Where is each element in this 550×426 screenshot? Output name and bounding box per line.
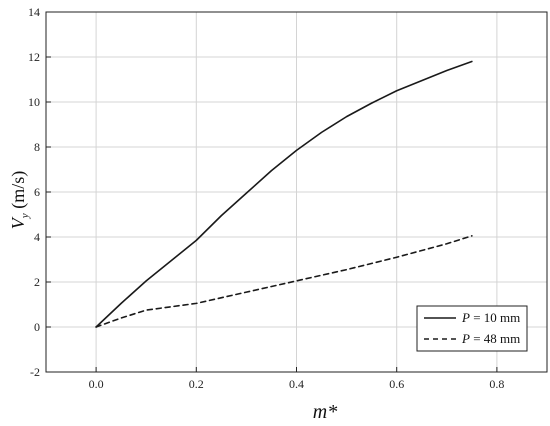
y-tick-label: 12 xyxy=(28,50,40,64)
y-tick-label: -2 xyxy=(30,365,40,379)
y-axis-label-unit: (m/s) xyxy=(8,171,29,214)
x-tick-label: 0.4 xyxy=(289,377,304,391)
y-tick-label: 6 xyxy=(34,185,40,199)
legend-entry-p48: P = 48 mm xyxy=(461,331,520,346)
y-axis-label-subscript: y xyxy=(19,213,31,219)
y-axis-label-var: V xyxy=(8,216,28,229)
x-tick-label: 0.0 xyxy=(89,377,104,391)
series-line-1 xyxy=(95,235,473,328)
axis-ticks: 0.0 0.2 0.4 0.6 0.8 -2 0 2 4 6 8 10 12 14 xyxy=(28,5,504,391)
y-tick-label: 0 xyxy=(34,320,40,334)
legend-entry-p10: P = 10 mm xyxy=(461,310,520,325)
x-tick-label: 0.2 xyxy=(189,377,204,391)
legend: P = 10 mm P = 48 mm xyxy=(416,305,528,352)
x-tick-label: 0.8 xyxy=(489,377,504,391)
y-tick-label: 4 xyxy=(34,230,40,244)
y-axis-label: Vy (m/s) xyxy=(8,171,31,229)
x-axis-label: m* xyxy=(313,401,337,423)
y-tick-label: 10 xyxy=(28,95,40,109)
y-tick-label: 14 xyxy=(28,5,40,19)
legend-box xyxy=(416,305,528,352)
x-tick-label: 0.6 xyxy=(389,377,404,391)
series-line-0 xyxy=(95,60,473,328)
series-lines xyxy=(95,60,473,328)
y-tick-label: 8 xyxy=(34,140,40,154)
y-tick-label: 2 xyxy=(34,275,40,289)
